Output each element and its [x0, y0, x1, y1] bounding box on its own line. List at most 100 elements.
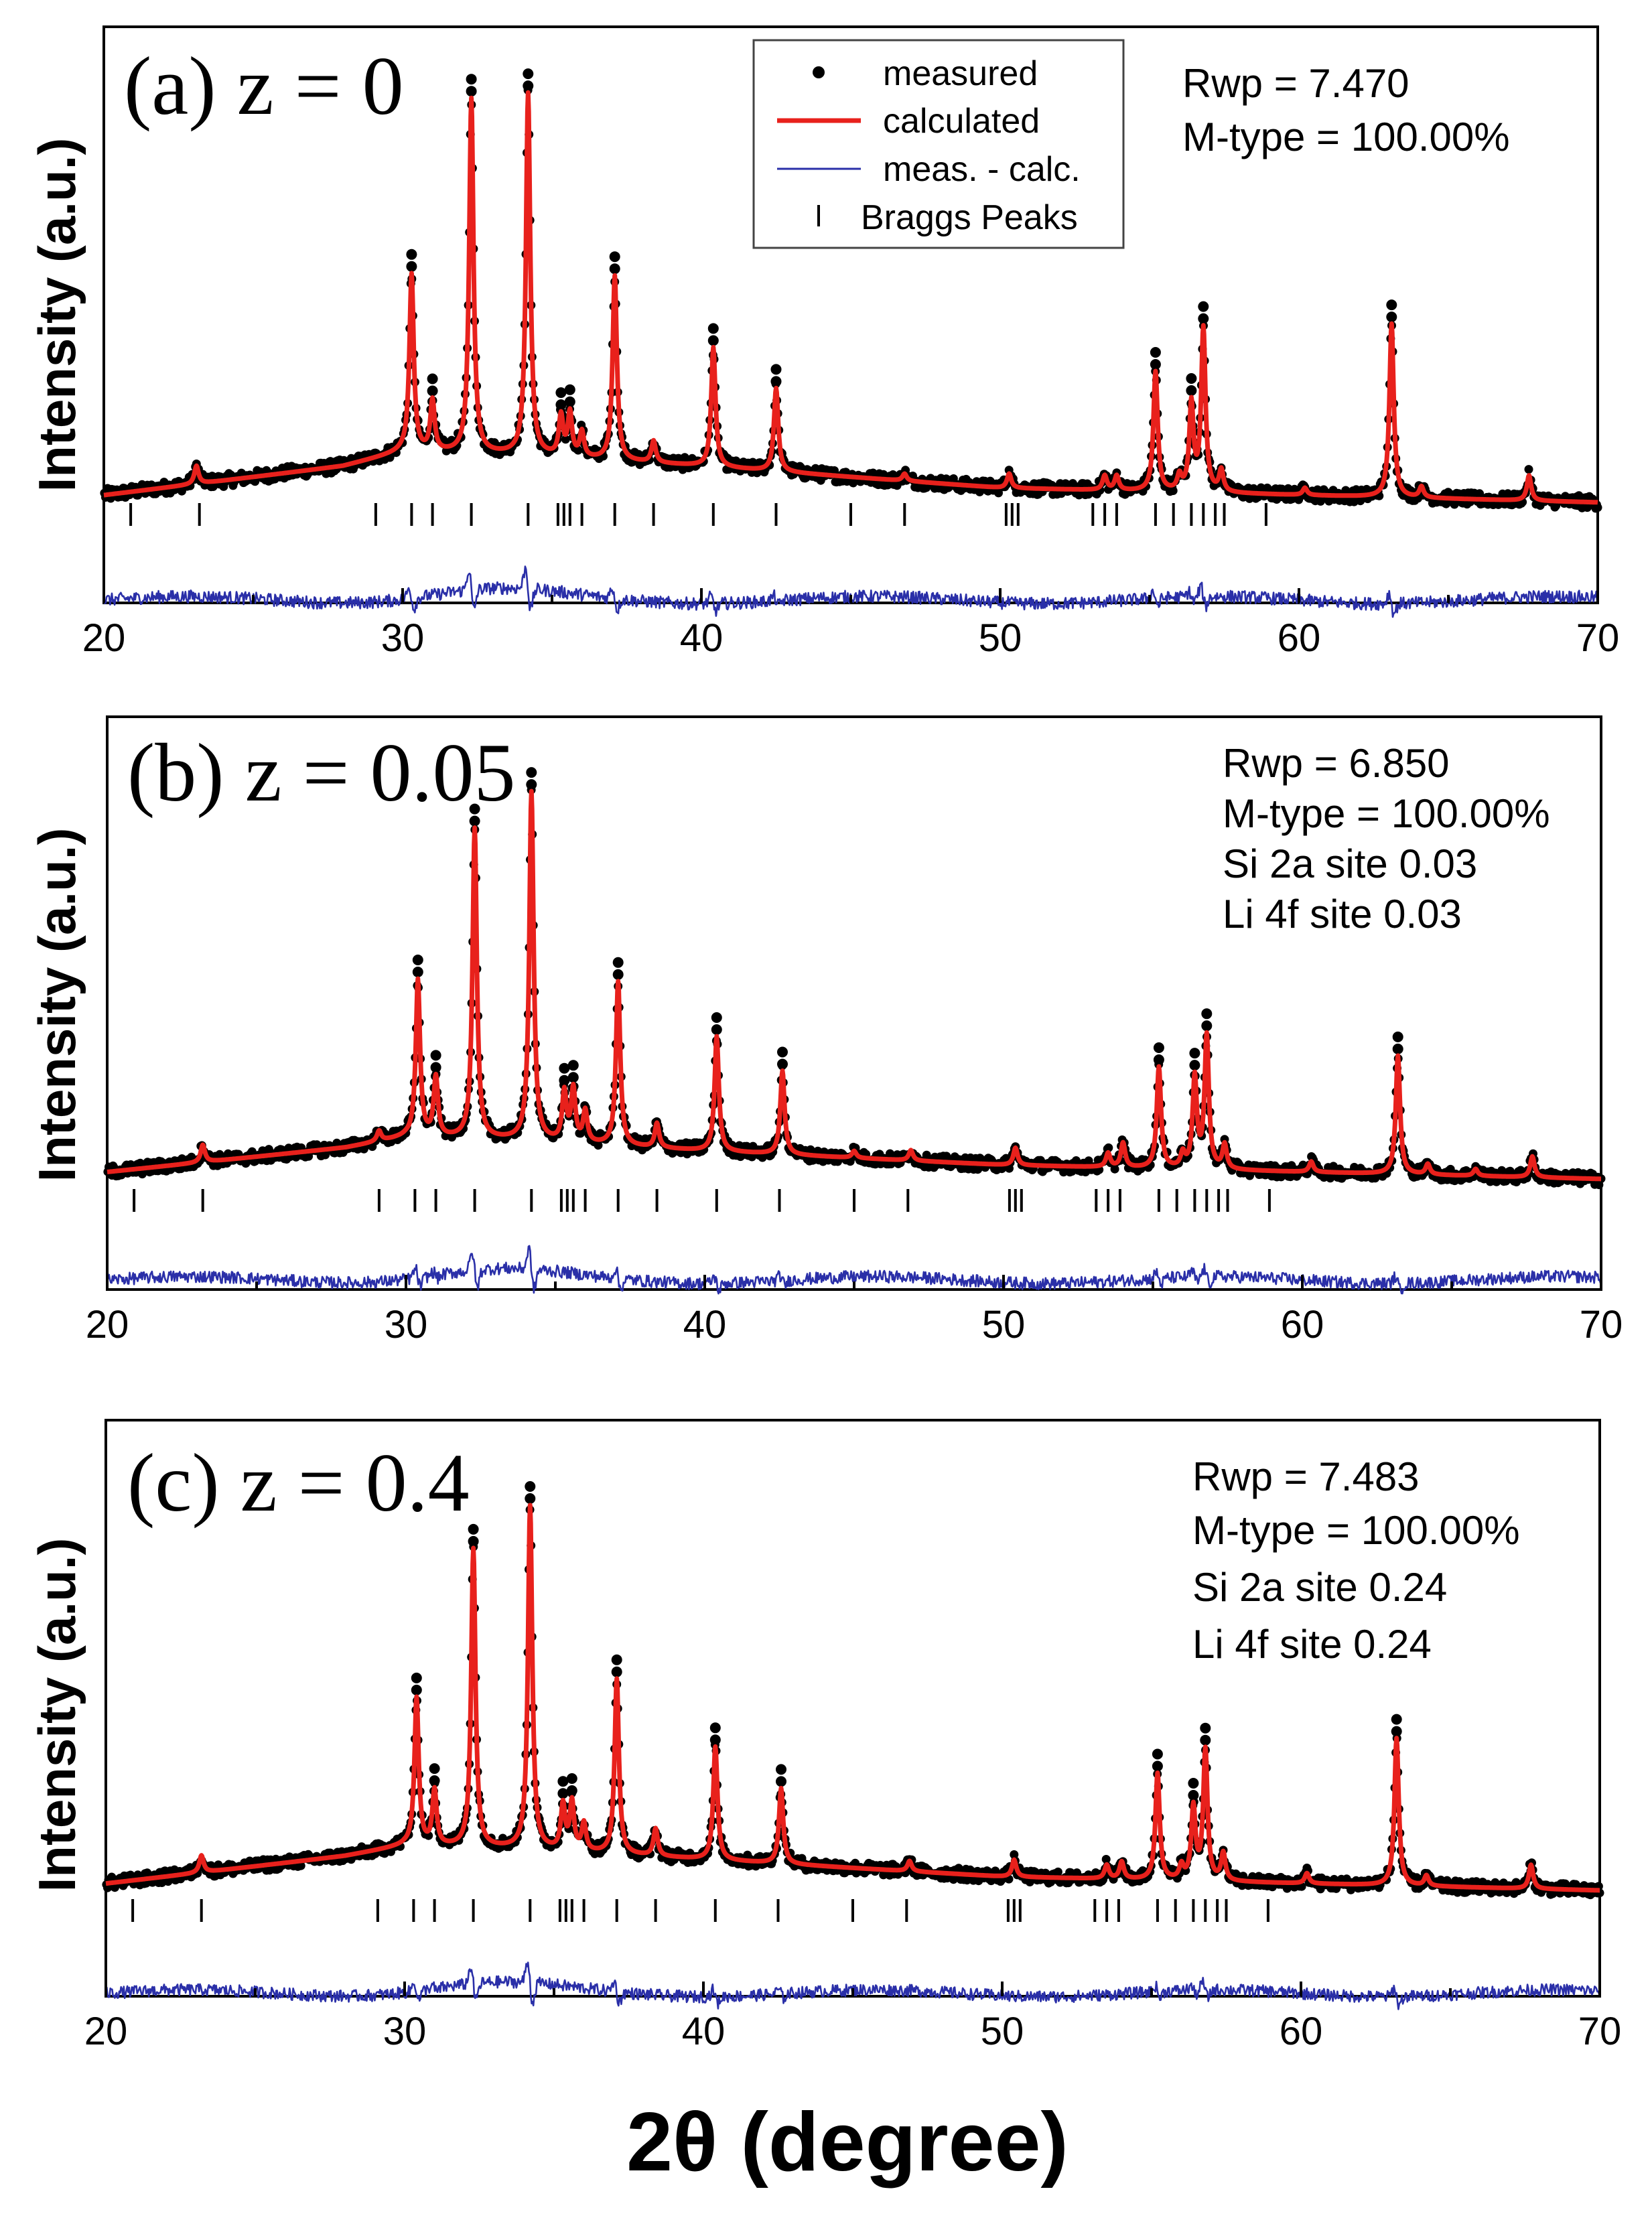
panel-a-rwp: Rwp = 7.470 [1182, 61, 1409, 106]
measured-peak-point [526, 779, 537, 790]
panel-c-y-axis-label: Intensity (a.u.) [27, 1538, 86, 1892]
measured-peak-point [1391, 1726, 1402, 1737]
measured-peak-point [523, 80, 534, 92]
measured-peak-point [429, 1775, 440, 1787]
panel-b: 20 30 40 50 60 70 Intensity (a.u.) (b) z = 0.… [27, 715, 1623, 1346]
measured-peak-point [406, 249, 417, 260]
measured-peak-point [567, 1072, 579, 1083]
panel-c-annotations: Rwp = 7.483 M-type = 100.00% Si 2a site … [1192, 1454, 1520, 1667]
measured-peak-point [1392, 1043, 1403, 1054]
panel-a-annotations: Rwp = 7.470 M-type = 100.00% [1182, 61, 1510, 159]
panel-c-calculated-line [104, 1503, 1602, 1893]
measured-peak-point [611, 1654, 622, 1665]
panel-a-difference-line [102, 565, 1598, 618]
measured-peak-point [427, 373, 438, 385]
measured-peak-point [609, 263, 620, 275]
measured-peak-point [412, 955, 423, 965]
panel-c-si-site: Si 2a site 0.24 [1192, 1565, 1447, 1610]
measured-peak-point [406, 261, 417, 272]
x-tick-label: 70 [1578, 2010, 1622, 2053]
x-axis-label: 2θ (degree) [626, 2096, 1069, 2189]
panel-b-rwp: Rwp = 6.850 [1223, 741, 1450, 786]
x-tick-label: 50 [981, 2010, 1024, 2053]
legend-difference-label: meas. - calc. [883, 150, 1081, 189]
measured-peak-point [1201, 1008, 1213, 1020]
measured-point [1110, 1164, 1119, 1174]
measured-peak-point [776, 1764, 786, 1775]
measured-peak-point [770, 364, 782, 375]
measured-peak-point [1186, 373, 1197, 384]
x-tick-label: 70 [1580, 1303, 1623, 1346]
measured-peak-point [707, 323, 719, 334]
x-tick-label: 30 [383, 2010, 427, 2053]
measured-peak-point [526, 767, 537, 778]
measured-peak-point [1188, 1790, 1199, 1801]
measured-peak-point [711, 1012, 722, 1023]
measured-peak-point [466, 86, 477, 97]
measured-peak-point [525, 1493, 536, 1504]
panel-c-mtype: M-type = 100.00% [1192, 1508, 1520, 1553]
measured-peak-point [411, 1672, 422, 1683]
legend: measured calculated meas. - calc. Braggs… [752, 39, 1125, 249]
measured-peak-point [468, 1523, 479, 1535]
measured-peak-point [1189, 1060, 1200, 1071]
panel-c-plot-area [102, 1481, 1604, 2010]
panel-b-si-site: Si 2a site 0.03 [1223, 841, 1477, 886]
measured-point [1168, 486, 1178, 495]
legend-bragg-label: Braggs Peaks [861, 198, 1078, 237]
measured-peak-point [1200, 1722, 1211, 1734]
panel-c-rwp: Rwp = 7.483 [1192, 1454, 1420, 1499]
x-tick-label: 50 [982, 1303, 1026, 1346]
measured-peak-point [1386, 299, 1397, 311]
measured-peak-point [412, 967, 423, 977]
panel-b-mtype: M-type = 100.00% [1223, 791, 1550, 836]
measured-peak-point [430, 1062, 441, 1073]
measured-peak-point [770, 376, 782, 387]
x-tick-label: 40 [683, 1303, 727, 1346]
measured-peak-point [776, 1776, 786, 1787]
measured-peak-point [429, 1763, 440, 1775]
measured-peak-point [566, 1773, 577, 1784]
measured-peak-point [1150, 359, 1161, 370]
panel-a-bragg-peaks [129, 503, 1267, 526]
measured-peak-point [466, 74, 477, 85]
panel-c-label: (c) z = 0.4 [127, 1437, 470, 1529]
x-tick-label: 60 [1280, 2010, 1323, 2053]
measured-peak-point [1386, 311, 1397, 323]
panel-c-li-site: Li 4f site 0.24 [1192, 1622, 1432, 1667]
measured-peak-point [1198, 301, 1209, 312]
panel-b-y-axis-label: Intensity (a.u.) [27, 828, 86, 1182]
measured-peak-point [1391, 1714, 1402, 1725]
legend-measured-marker [813, 66, 825, 78]
x-tick-label: 30 [385, 1303, 428, 1346]
x-tick-label: 40 [680, 616, 724, 660]
panel-a-plot-area [100, 68, 1602, 618]
measured-peak-point [707, 335, 719, 346]
x-tick-label: 60 [1281, 1303, 1324, 1346]
measured-peak-point [709, 1734, 721, 1746]
measured-peak-point [612, 957, 624, 968]
x-tick-label: 40 [682, 2010, 726, 2053]
panel-c-bragg-peaks [131, 1899, 1269, 1922]
x-tick-label: 30 [381, 616, 425, 660]
measured-peak-point [1200, 1734, 1211, 1746]
panel-c-difference-line [105, 1961, 1600, 2010]
measured-peak-point [1152, 1748, 1163, 1760]
measured-point [561, 435, 570, 444]
measured-peak-point [777, 1046, 788, 1058]
x-tick-label: 70 [1576, 616, 1620, 660]
measured-peak-point [711, 1024, 722, 1035]
measured-peak-point [411, 1684, 422, 1695]
x-tick-label: 60 [1278, 616, 1321, 660]
measured-peak-point [430, 1050, 441, 1061]
panel-c: 20 30 40 50 60 70 Intensity (a.u.) (c) z = 0.… [27, 1419, 1622, 2053]
panel-b-annotations: Rwp = 6.850 M-type = 100.00% Si 2a site … [1223, 741, 1550, 936]
measured-point [573, 445, 583, 455]
panel-a-label: (a) z = 0 [124, 40, 404, 132]
measured-peak-point [564, 384, 575, 395]
x-tick-label: 20 [86, 1303, 129, 1346]
measured-peak-point [1392, 1031, 1403, 1042]
measured-peak-point [1150, 347, 1161, 358]
legend-calculated-label: calculated [883, 102, 1040, 141]
